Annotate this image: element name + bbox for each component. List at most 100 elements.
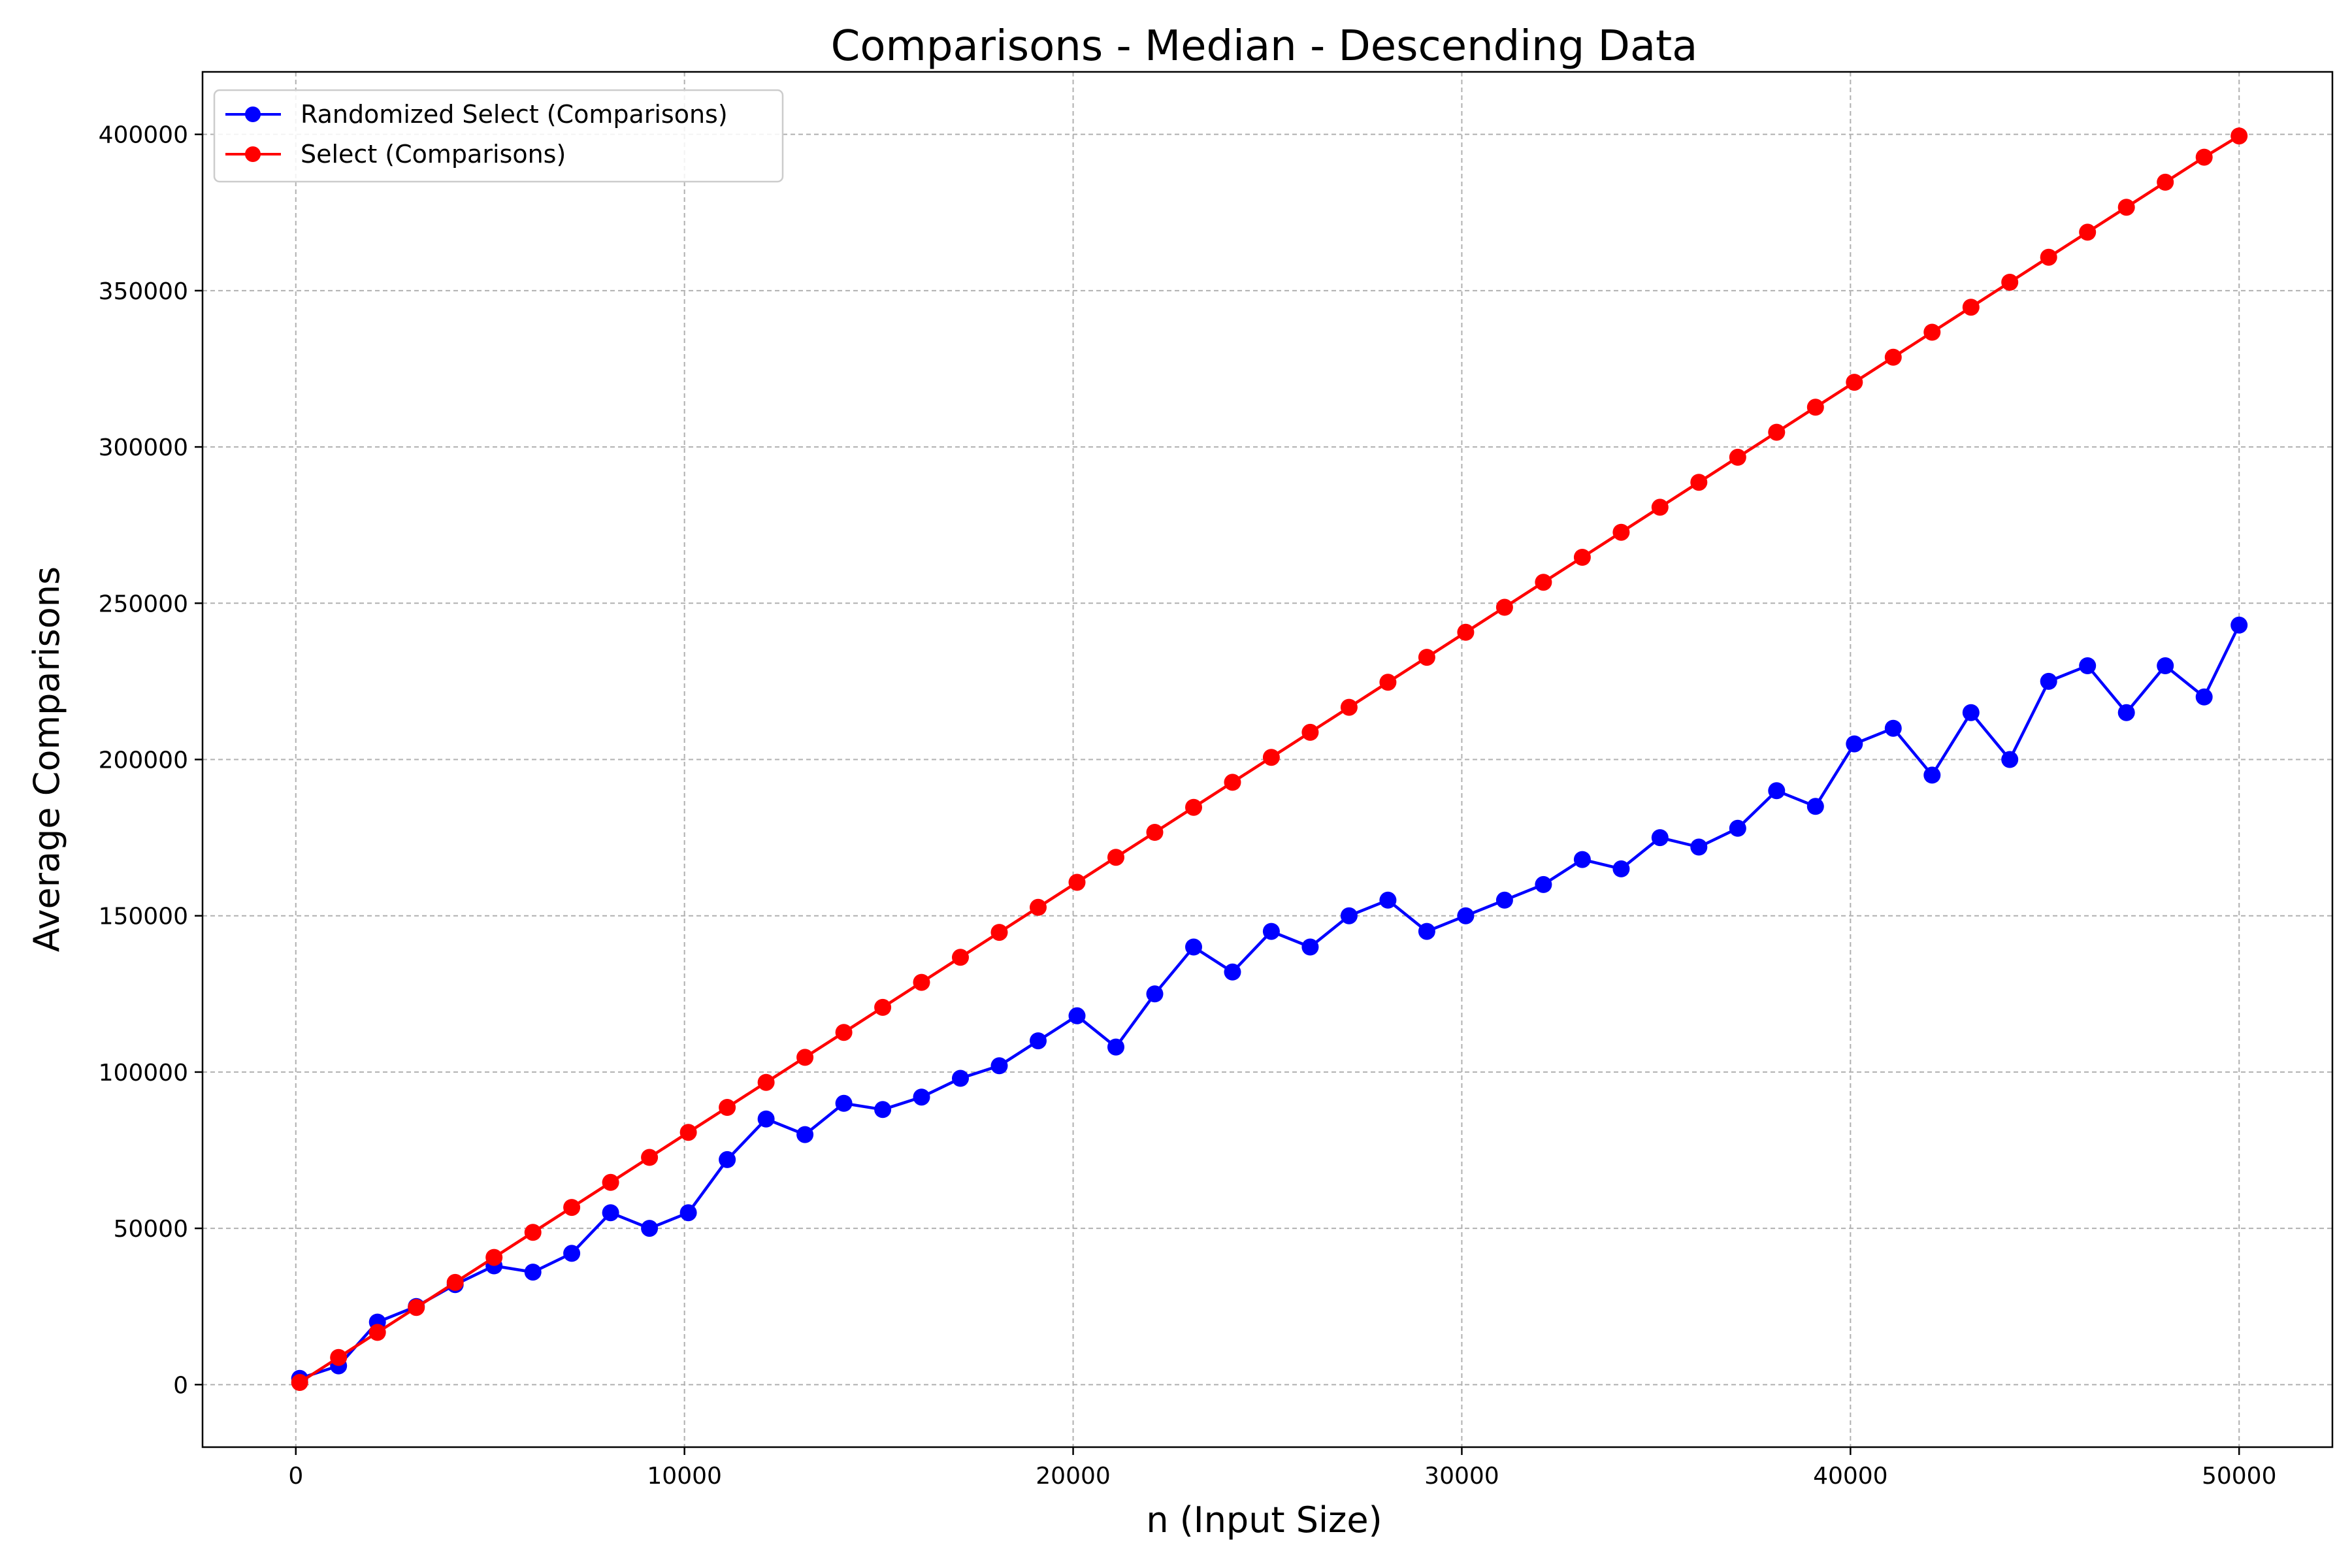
data-point-select-comparisons [1768,423,1786,441]
data-point-randomized-select-comparisons [1923,766,1941,784]
data-point-select-comparisons [1612,523,1630,541]
data-point-select-comparisons [602,1173,619,1191]
data-point-select-comparisons [1729,448,1746,466]
data-point-select-comparisons [1185,798,1202,816]
data-point-select-comparisons [2157,173,2174,191]
data-point-randomized-select-comparisons [1729,819,1746,837]
data-point-randomized-select-comparisons [1224,963,1241,981]
data-point-select-comparisons [1690,474,1708,491]
x-tick-label: 0 [288,1463,303,1490]
data-point-randomized-select-comparisons [1340,907,1358,924]
data-point-select-comparisons [1224,774,1241,791]
legend-label-select: Select (Comparisons) [301,140,566,169]
data-point-randomized-select-comparisons [1806,798,1824,815]
data-point-select-comparisons [835,1024,853,1041]
x-tick-label: 20000 [1036,1463,1111,1490]
legend-marker-select [245,146,261,162]
data-point-randomized-select-comparisons [719,1151,736,1168]
data-point-randomized-select-comparisons [1573,851,1591,868]
data-point-randomized-select-comparisons [1651,829,1669,847]
data-point-select-comparisons [408,1299,425,1316]
data-point-select-comparisons [330,1348,348,1366]
data-point-randomized-select-comparisons [641,1220,659,1237]
data-point-select-comparisons [2040,248,2057,266]
data-point-randomized-select-comparisons [1068,1007,1086,1024]
data-point-randomized-select-comparisons [1884,719,1902,737]
data-point-select-comparisons [1379,674,1397,691]
data-point-select-comparisons [796,1049,814,1066]
grid [203,72,2332,1447]
data-point-randomized-select-comparisons [524,1264,542,1281]
data-point-select-comparisons [1301,723,1319,741]
data-point-randomized-select-comparisons [1495,891,1513,909]
data-point-select-comparisons [1068,874,1086,891]
data-point-select-comparisons [1806,399,1824,416]
data-point-randomized-select-comparisons [2117,704,2135,721]
data-point-select-comparisons [2001,274,2019,291]
x-axis-label: n (Input Size) [1146,1499,1382,1541]
y-tick-label: 400000 [99,122,188,149]
x-tick-label: 50000 [2202,1463,2277,1490]
data-point-select-comparisons [1146,824,1164,841]
data-point-select-comparisons [291,1374,308,1391]
y-axis-label: Average Comparisons [26,566,67,952]
data-point-select-comparisons [1651,498,1669,516]
data-point-select-comparisons [1573,549,1591,566]
y-tick-label: 350000 [99,278,188,305]
data-point-select-comparisons [1535,574,1552,591]
legend-marker-randomized-select [245,106,261,122]
data-point-randomized-select-comparisons [1146,985,1164,1003]
data-point-randomized-select-comparisons [913,1088,930,1106]
y-tick-label: 200000 [99,747,188,774]
data-point-select-comparisons [1962,299,1980,316]
data-point-randomized-select-comparisons [1301,938,1319,956]
data-point-select-comparisons [563,1199,581,1217]
legend: Randomized Select (Comparisons) Select (… [213,89,784,183]
data-point-randomized-select-comparisons [796,1126,814,1143]
data-point-select-comparisons [1923,323,1941,341]
x-tick-label: 40000 [1813,1463,1888,1490]
axis-ticks: 0 10000 20000 30000 40000 50000 0 50000 100000 15… [99,122,2277,1490]
chart-title: Comparisons - Median - Descending Data [831,22,1698,71]
series-layer [291,127,2248,1391]
data-point-select-comparisons [1846,374,1863,391]
y-tick-label: 250000 [99,591,188,617]
data-point-randomized-select-comparisons [2001,751,2019,768]
data-point-randomized-select-comparisons [990,1057,1008,1075]
y-tick-label: 100000 [99,1060,188,1086]
data-point-select-comparisons [2195,148,2213,166]
data-point-select-comparisons [874,998,892,1016]
data-point-select-comparisons [2117,199,2135,216]
data-point-select-comparisons [1030,898,1047,916]
data-point-randomized-select-comparisons [1846,735,1863,753]
data-point-select-comparisons [1340,698,1358,716]
x-tick-label: 10000 [647,1463,722,1490]
data-point-select-comparisons [757,1073,775,1091]
data-point-randomized-select-comparisons [835,1094,853,1112]
data-point-randomized-select-comparisons [1768,782,1786,800]
data-point-randomized-select-comparisons [2230,616,2248,634]
data-point-select-comparisons [485,1249,503,1266]
data-point-randomized-select-comparisons [1107,1038,1124,1056]
data-point-select-comparisons [2230,127,2248,145]
legend-label-randomized-select: Randomized Select (Comparisons) [301,100,728,129]
data-point-randomized-select-comparisons [1418,923,1435,940]
data-point-select-comparisons [1495,598,1513,616]
data-point-select-comparisons [679,1124,697,1141]
data-point-select-comparisons [1884,348,1902,366]
data-point-select-comparisons [1457,623,1475,641]
data-point-select-comparisons [446,1273,464,1291]
data-point-randomized-select-comparisons [952,1070,969,1087]
data-point-randomized-select-comparisons [1690,838,1708,856]
series-select-comparisons [291,127,2248,1391]
data-point-randomized-select-comparisons [2195,688,2213,706]
data-point-randomized-select-comparisons [757,1110,775,1128]
data-point-select-comparisons [524,1224,542,1241]
data-point-randomized-select-comparisons [1262,923,1280,940]
data-point-randomized-select-comparisons [1612,860,1630,877]
data-point-select-comparisons [913,973,930,991]
data-point-select-comparisons [990,924,1008,941]
legend-box [213,89,784,183]
